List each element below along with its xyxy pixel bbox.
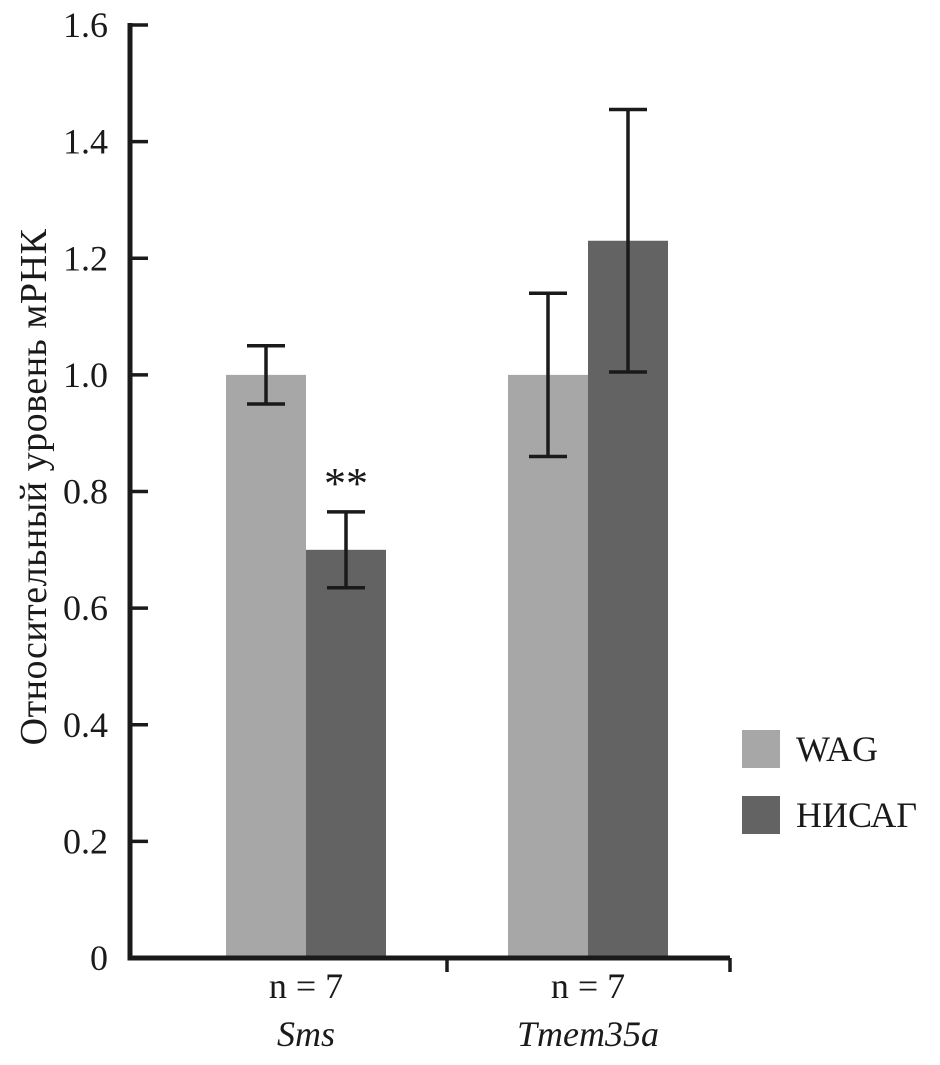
bar-WAG-Tmem35a bbox=[508, 374, 588, 958]
legend-label-nisag: НИСАГ bbox=[796, 795, 918, 835]
y-tick-label: 0 bbox=[90, 938, 108, 978]
legend-label-wag: WAG bbox=[796, 729, 878, 769]
y-tick-label: 0.8 bbox=[63, 472, 108, 512]
y-tick-label: 0.2 bbox=[63, 821, 108, 861]
bar-WAG-Sms bbox=[226, 374, 306, 958]
significance-annotation: ** bbox=[324, 459, 368, 508]
group-n-label: n = 7 bbox=[551, 966, 625, 1006]
bar-НИСАГ-Sms bbox=[306, 549, 386, 958]
y-tick-label: 1.0 bbox=[63, 355, 108, 395]
legend: WAG НИСАГ bbox=[742, 728, 917, 836]
group-n-label: n = 7 bbox=[269, 966, 343, 1006]
group-gene-label: Sms bbox=[277, 1014, 335, 1054]
y-tick-label: 1.6 bbox=[63, 5, 108, 45]
y-axis-label: Относительный уровень мРНК bbox=[13, 228, 55, 746]
legend-swatch-nisag bbox=[742, 796, 780, 834]
legend-swatch-wag bbox=[742, 730, 780, 768]
y-tick-label: 0.4 bbox=[63, 705, 108, 745]
group-gene-label: Tmem35a bbox=[517, 1014, 659, 1054]
legend-item-nisag: НИСАГ bbox=[742, 794, 917, 836]
y-tick-label: 1.4 bbox=[63, 122, 108, 162]
y-tick-label: 0.6 bbox=[63, 588, 108, 628]
y-tick-label: 1.2 bbox=[63, 238, 108, 278]
legend-item-wag: WAG bbox=[742, 728, 917, 770]
